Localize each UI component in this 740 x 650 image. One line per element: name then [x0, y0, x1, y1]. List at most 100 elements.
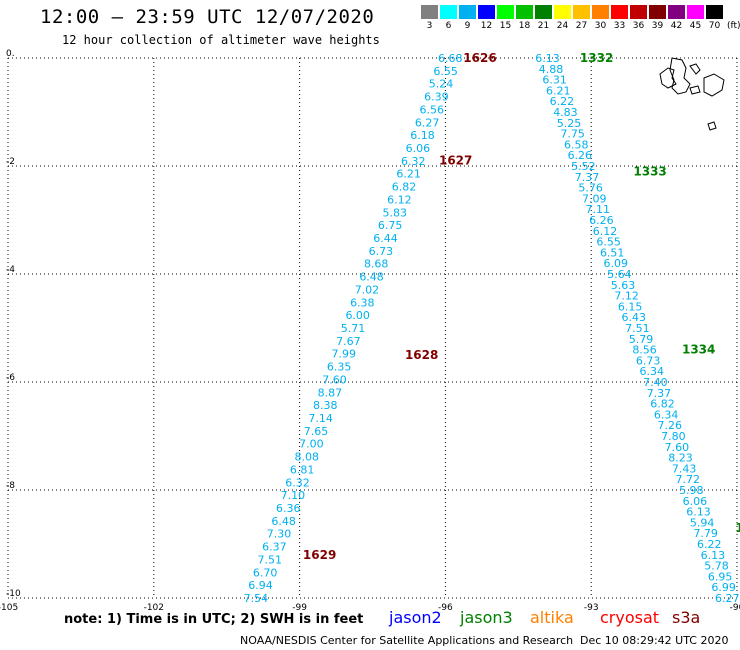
- legend-swatch: [649, 5, 666, 19]
- wave-height-value: 6.34: [654, 408, 679, 421]
- wave-height-value: 6.22: [697, 538, 722, 551]
- wave-height-value: 5.78: [704, 560, 729, 573]
- wave-height-value: 6.21: [396, 168, 421, 181]
- wave-height-value: 7.75: [560, 128, 585, 141]
- wave-height-value: 6.27: [415, 116, 440, 129]
- wave-height-value: 5.76: [578, 182, 603, 195]
- satellite-cryosat: cryosat: [600, 608, 660, 627]
- wave-height-value: 7.60: [665, 441, 690, 454]
- wave-height-value: 6.15: [618, 300, 643, 313]
- wave-height-value: 6.94: [248, 579, 273, 592]
- wave-height-value: 6.06: [406, 142, 431, 155]
- legend-swatch: [611, 5, 628, 19]
- wave-height-value: 6.39: [424, 91, 449, 104]
- wave-height-value: 6.68: [438, 52, 463, 65]
- generated-timestamp: Dec 10 08:29:42 UTC 2020: [580, 634, 729, 647]
- legend-swatch: [554, 5, 571, 19]
- wave-height-value: 8.08: [295, 451, 320, 464]
- wave-height-value: 6.13: [535, 52, 560, 65]
- coastline: [659, 57, 725, 131]
- legend-label: 3: [426, 21, 433, 31]
- y-tick-label: -4: [6, 265, 15, 275]
- wave-height-value: 7.51: [257, 553, 282, 566]
- legend-swatch: [592, 5, 609, 19]
- galapagos-island: [669, 57, 691, 95]
- x-tick-label: -96: [438, 603, 453, 613]
- legend-label: 9: [464, 21, 471, 31]
- wave-height-value: 8.38: [313, 399, 338, 412]
- wave-height-value: 7.67: [336, 335, 361, 348]
- wave-height-value: 6.35: [327, 361, 352, 374]
- x-tick-label: -105: [0, 603, 18, 613]
- chart-title: 12:00 – 23:59 UTC 12/07/2020: [40, 6, 375, 28]
- wave-height-value: 7.09: [582, 192, 607, 205]
- legend-label: 70: [708, 21, 721, 31]
- wave-height-value: 6.56: [419, 103, 444, 116]
- wave-height-value: 7.80: [661, 430, 686, 443]
- x-tick-label: -99: [292, 603, 307, 613]
- legend-label: 24: [556, 21, 569, 31]
- satellite-s3a: s3a: [672, 608, 701, 627]
- wave-height-value: 7.99: [332, 348, 357, 361]
- wave-height-value: 6.26: [589, 214, 614, 227]
- legend-label: 15: [499, 21, 512, 31]
- legend-label: 33: [613, 21, 626, 31]
- legend-swatch: [497, 5, 514, 19]
- time-label: 1628: [405, 348, 438, 362]
- wave-height-value: 5.79: [629, 333, 654, 346]
- wave-height-value: 6.09: [604, 257, 629, 270]
- wave-height-value: 6.32: [401, 155, 426, 168]
- wave-height-value: 5.98: [679, 484, 704, 497]
- wave-height-value: 6.51: [600, 246, 625, 259]
- legend-label: 30: [594, 21, 607, 31]
- wave-height-value: 8.68: [364, 258, 389, 271]
- wave-height-value: 7.72: [675, 473, 700, 486]
- legend-swatch: [630, 5, 647, 19]
- wave-height-value: 7.12: [614, 290, 639, 303]
- wave-height-value: 6.95: [708, 570, 733, 583]
- satellite-jason2: jason2: [389, 608, 442, 627]
- legend-label: 36: [632, 21, 645, 31]
- wave-height-value: 6.13: [686, 506, 711, 519]
- legend-swatch: [478, 5, 495, 19]
- time-label: 1627: [439, 154, 472, 168]
- wave-height-value: 6.58: [564, 138, 589, 151]
- time-label: 1333: [633, 164, 666, 178]
- wave-height-value: 7.00: [299, 438, 324, 451]
- time-label: 1629: [303, 548, 336, 562]
- wave-height-value: 6.13: [701, 549, 726, 562]
- wave-height-value: 5.25: [557, 117, 582, 130]
- wave-height-value: 6.82: [650, 398, 675, 411]
- wave-height-value: 6.75: [378, 219, 403, 232]
- wave-height-value: 6.70: [253, 566, 278, 579]
- legend-swatch: [706, 5, 723, 19]
- x-tick-label: -102: [144, 603, 164, 613]
- wave-height-value: 6.48: [271, 515, 296, 528]
- time-label: 1334: [682, 343, 715, 357]
- wave-height-value: 5.52: [571, 160, 596, 173]
- wave-height-value: 7.11: [586, 203, 611, 216]
- wave-height-value: 6.18: [410, 129, 435, 142]
- legend-label: 21: [537, 21, 550, 31]
- wave-height-value: 6.06: [683, 495, 708, 508]
- wave-height-value: 7.60: [322, 373, 347, 386]
- x-tick-label: -90: [730, 603, 740, 613]
- y-tick-label: -8: [6, 481, 15, 491]
- wave-height-value: 6.48: [359, 271, 384, 284]
- legend-label: 12: [480, 21, 493, 31]
- galapagos-island: [689, 85, 701, 95]
- galapagos-island: [689, 63, 701, 75]
- legend-label: 45: [689, 21, 702, 31]
- wave-height-value: 8.56: [632, 344, 657, 357]
- legend-swatch: [573, 5, 590, 19]
- wave-height-value: 6.55: [433, 65, 458, 78]
- wave-height-value: 7.43: [672, 462, 697, 475]
- time-label: 1335: [735, 521, 740, 535]
- wave-height-value: 8.23: [668, 452, 693, 465]
- wave-height-value: 6.73: [636, 354, 661, 367]
- wave-height-value: 6.38: [350, 296, 375, 309]
- legend-unit: (ft): [727, 21, 740, 31]
- wave-height-value: 6.12: [593, 225, 618, 238]
- wave-height-value: 7.79: [693, 527, 718, 540]
- wave-height-value: 6.22: [550, 95, 575, 108]
